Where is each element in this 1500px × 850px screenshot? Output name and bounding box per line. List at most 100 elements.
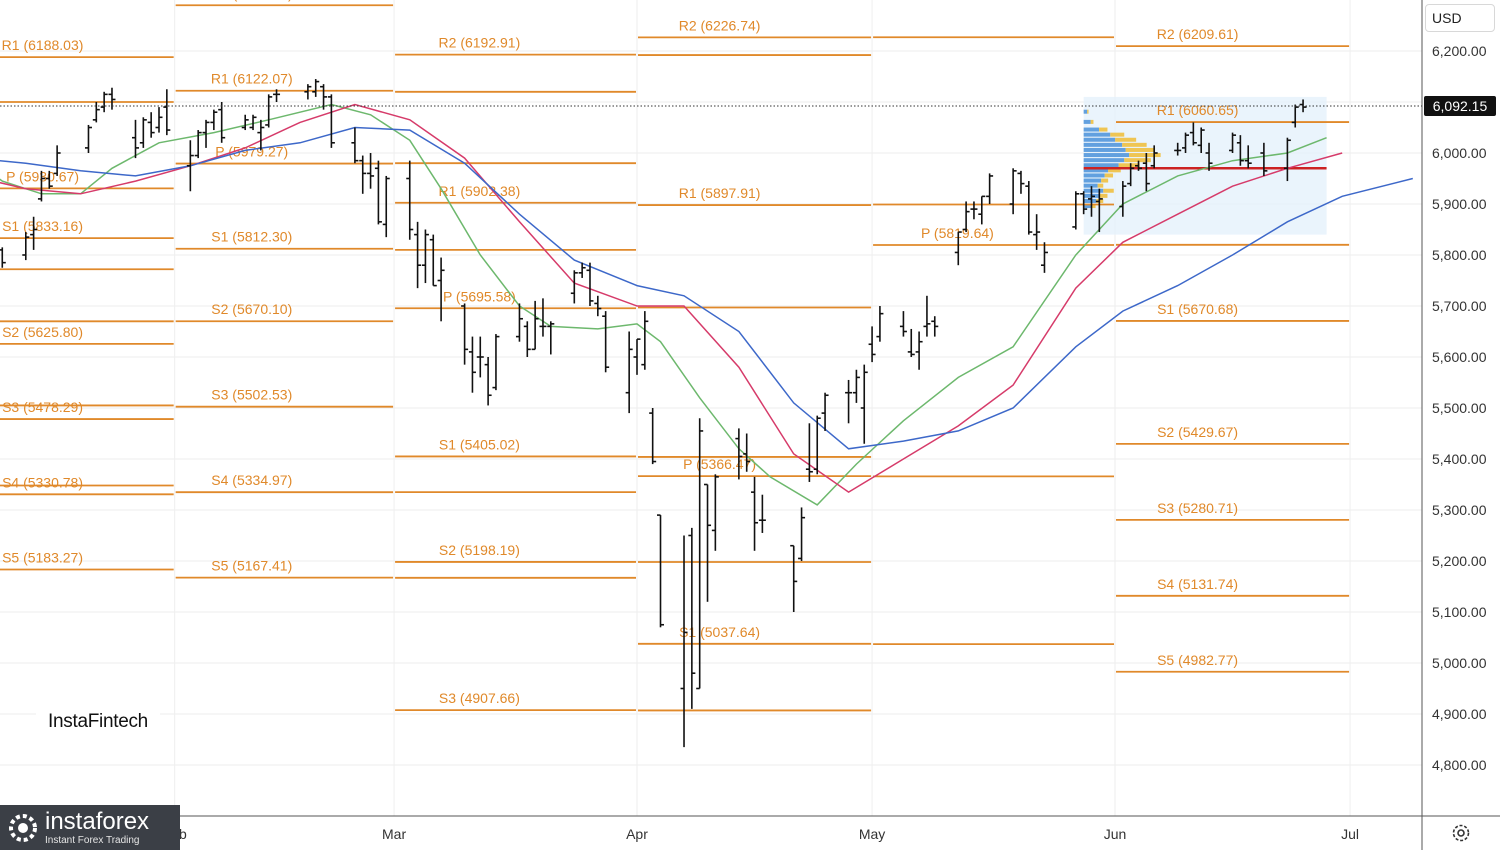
ohlc-bar — [351, 127, 359, 164]
ohlc-bar — [327, 94, 335, 148]
pivot-label-s2: S2 (5625.80) — [2, 324, 83, 340]
ohlc-bar — [688, 527, 696, 709]
ohlc-bar — [429, 234, 437, 287]
pivot-label-r1: R1 (6060.65) — [1157, 102, 1239, 118]
ohlc-bar — [1150, 145, 1158, 169]
ohlc-bar — [531, 300, 539, 351]
instaforex-logo-icon — [9, 813, 37, 842]
ohlc-bar — [147, 112, 155, 138]
ohlc-bar — [711, 474, 719, 551]
volume-profile-bar-blue — [1083, 204, 1093, 209]
pivot-label-s3: S3 (5502.53) — [211, 387, 292, 403]
pivot-label-r1: R1 (6188.03) — [2, 37, 84, 53]
instaforex-logo[interactable]: instaforex Instant Forex Trading — [0, 805, 180, 850]
pivot-label-s4: S4 (5334.97) — [211, 472, 292, 488]
volume-profile-bar-yellow — [1087, 109, 1089, 114]
ohlc-bar — [468, 336, 476, 393]
ohlc-bar — [876, 306, 884, 342]
ohlc-bar — [1244, 145, 1252, 169]
ohlc-bar — [594, 295, 602, 317]
ohlc-bar — [1040, 242, 1048, 273]
ohlc-bar — [406, 160, 414, 240]
ohlc-bar — [704, 483, 712, 602]
ohlc-bar — [1017, 170, 1025, 194]
month-tick-label: Apr — [626, 826, 648, 842]
ohlc-bar — [186, 140, 194, 192]
ohlc-bar — [53, 145, 61, 176]
price-tick-label: 5,100.00 — [1432, 604, 1487, 620]
ohlc-bar — [1205, 142, 1213, 171]
price-tick-label: 4,900.00 — [1432, 706, 1487, 722]
ohlc-bar — [1291, 104, 1299, 128]
gear-icon[interactable] — [1450, 822, 1472, 844]
ohlc-bar — [1197, 127, 1205, 153]
ohlc-bar — [978, 195, 986, 225]
ohlc-bar — [1283, 137, 1291, 182]
ohlc-bar — [210, 109, 218, 131]
volume-profile-bar-blue — [1083, 198, 1097, 203]
ohlc-bar — [492, 334, 500, 391]
price-tick-label: 6,000.00 — [1432, 145, 1487, 161]
volume-profile-bar-blue — [1083, 142, 1123, 147]
volume-profile-bar-yellow — [1122, 142, 1147, 147]
moving-average-line-3 — [0, 126, 1413, 450]
ohlc-bar — [92, 102, 100, 123]
volume-profile-bar-blue — [1083, 173, 1105, 178]
ohlc-bar — [0, 247, 6, 268]
ohlc-bar — [970, 201, 978, 220]
ohlc-bar — [1095, 188, 1103, 233]
ohlc-bar — [1182, 132, 1190, 153]
ohlc-bar — [1135, 160, 1143, 171]
ohlc-bar — [1033, 214, 1041, 250]
pivot-label-r1: R1 (6122.07) — [211, 71, 293, 87]
ohlc-bar — [602, 311, 610, 373]
ohlc-bar — [1127, 163, 1135, 187]
pivot-label-s3: S3 (4907.66) — [439, 690, 520, 706]
volume-profile-bar-blue — [1083, 153, 1130, 158]
ohlc-bar — [986, 173, 994, 204]
ohlc-bar — [657, 514, 665, 628]
volume-profile-bar-yellow — [1092, 204, 1096, 209]
price-tick-label: 5,200.00 — [1432, 553, 1487, 569]
ohlc-bar — [37, 170, 45, 202]
price-tick-label: 5,600.00 — [1432, 349, 1487, 365]
ohlc-bar — [696, 418, 704, 690]
volume-profile-bar-blue — [1083, 132, 1111, 137]
ohlc-bar — [578, 262, 586, 278]
volume-profile-bar-yellow — [1108, 168, 1121, 173]
ohlc-bar — [100, 91, 108, 113]
volume-profile-bar-yellow — [1103, 188, 1114, 193]
ohlc-bar — [515, 303, 523, 342]
ohlc-bar — [790, 544, 798, 612]
currency-selector[interactable]: USD — [1425, 4, 1495, 32]
ohlc-bar — [367, 153, 375, 189]
ohlc-bar — [45, 170, 53, 189]
ohlc-bar — [437, 257, 445, 322]
ohlc-bar — [1229, 132, 1237, 153]
pivot-label-s5: S5 (5183.27) — [2, 550, 83, 566]
month-tick-label: Jun — [1104, 826, 1127, 842]
pivot-label-p: P (5930.67) — [6, 168, 79, 184]
volume-profile-bar-blue — [1083, 158, 1125, 163]
brand-tagline: Instant Forex Trading — [45, 834, 140, 846]
ohlc-bar — [241, 114, 249, 131]
volume-profile-bar-blue — [1083, 147, 1126, 152]
ohlc-bar — [1260, 142, 1268, 176]
volume-profile-bar-yellow — [1104, 173, 1114, 178]
ohlc-bar — [821, 392, 829, 431]
ohlc-bar — [414, 221, 422, 289]
pivot-label-p: P (5819.64) — [921, 225, 994, 241]
ohlc-bar — [265, 94, 273, 128]
ohlc-bar — [539, 298, 547, 337]
ohlc-bar — [382, 175, 390, 238]
ohlc-bar — [743, 433, 751, 472]
pivot-label-r1: R1 (5902.38) — [439, 183, 521, 199]
ohlc-bar — [547, 321, 555, 355]
ohlc-bar — [374, 160, 382, 225]
pivot-label-s1: S1 (5833.16) — [2, 218, 83, 234]
volume-profile-bar-blue — [1083, 119, 1091, 124]
price-tick-label: 5,300.00 — [1432, 502, 1487, 518]
volume-profile-bar-yellow — [1125, 147, 1156, 152]
brand-name: instaforex — [45, 807, 150, 835]
